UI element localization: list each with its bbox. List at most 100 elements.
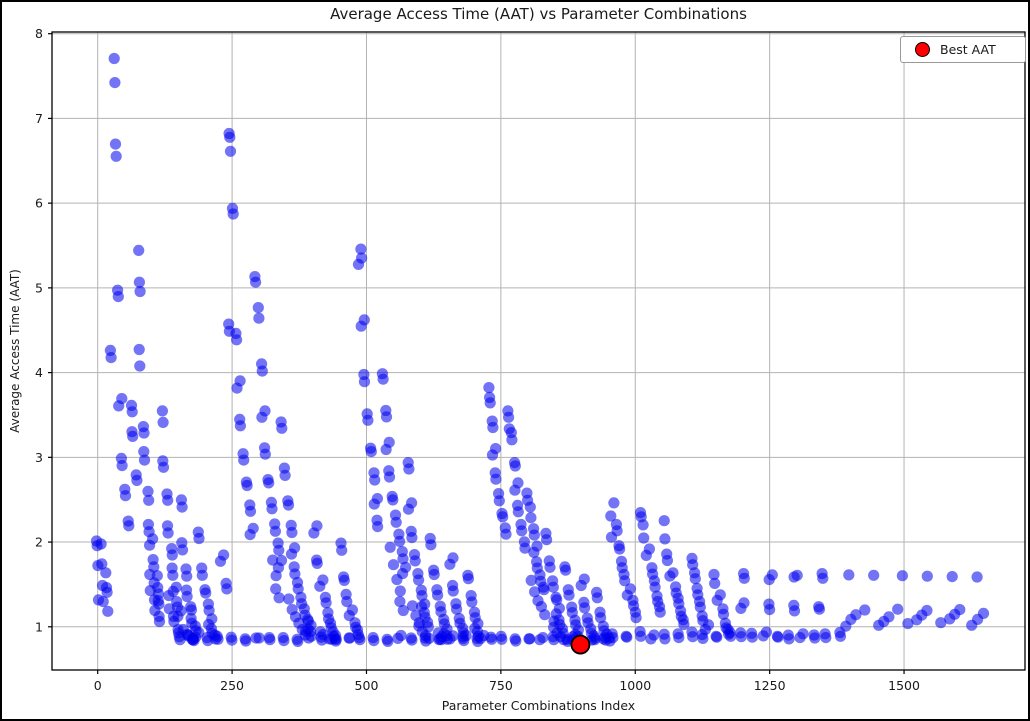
data-point bbox=[226, 634, 238, 646]
data-point bbox=[162, 527, 174, 539]
data-point bbox=[794, 632, 806, 644]
data-point bbox=[276, 422, 288, 434]
data-point bbox=[263, 477, 275, 489]
data-point bbox=[166, 549, 178, 561]
data-point bbox=[563, 589, 575, 601]
x-tick-label: 250 bbox=[220, 678, 244, 693]
data-point bbox=[308, 527, 320, 539]
data-point bbox=[757, 630, 769, 642]
data-point bbox=[148, 561, 160, 573]
data-point bbox=[746, 631, 758, 643]
data-point bbox=[935, 617, 947, 629]
data-point bbox=[227, 208, 239, 220]
data-point bbox=[101, 586, 113, 598]
x-tick-label: 1250 bbox=[754, 678, 786, 693]
data-point bbox=[711, 594, 723, 606]
data-point bbox=[524, 501, 536, 513]
data-point bbox=[735, 631, 747, 643]
data-point bbox=[269, 525, 281, 537]
data-point bbox=[783, 633, 795, 645]
data-point bbox=[524, 633, 536, 645]
data-point bbox=[738, 572, 750, 584]
data-point bbox=[425, 539, 437, 551]
best-aat-legend-marker-icon bbox=[915, 42, 930, 57]
data-point bbox=[621, 631, 633, 643]
data-point bbox=[105, 352, 117, 364]
data-point bbox=[384, 541, 396, 553]
data-point bbox=[203, 604, 215, 617]
data-point bbox=[355, 320, 367, 332]
data-point bbox=[188, 635, 200, 647]
data-point bbox=[244, 505, 257, 517]
data-point bbox=[788, 571, 800, 583]
y-axis-label: Average Access Time (AAT) bbox=[8, 269, 22, 433]
data-point bbox=[305, 630, 317, 642]
data-point bbox=[608, 497, 620, 509]
data-point bbox=[403, 463, 415, 475]
data-point bbox=[640, 549, 652, 562]
data-point bbox=[133, 244, 145, 256]
data-point bbox=[528, 529, 540, 541]
data-point bbox=[432, 589, 444, 601]
data-point bbox=[525, 512, 537, 524]
data-point bbox=[256, 411, 268, 423]
data-point bbox=[428, 568, 440, 581]
data-point bbox=[637, 519, 649, 531]
data-point bbox=[661, 554, 674, 567]
data-point bbox=[100, 567, 112, 579]
data-point bbox=[224, 145, 237, 157]
data-point bbox=[510, 635, 522, 647]
data-point bbox=[472, 635, 484, 648]
data-point bbox=[444, 558, 456, 570]
data-point bbox=[486, 449, 499, 461]
data-point bbox=[394, 596, 406, 608]
data-point bbox=[654, 606, 666, 618]
best-aat-point bbox=[570, 634, 591, 655]
data-point bbox=[241, 479, 253, 492]
data-point bbox=[763, 574, 775, 586]
data-point bbox=[153, 598, 165, 610]
data-point bbox=[264, 634, 276, 646]
data-point bbox=[809, 632, 821, 644]
data-point bbox=[278, 635, 290, 647]
data-point bbox=[142, 485, 154, 497]
data-point bbox=[509, 484, 521, 496]
data-point bbox=[591, 592, 603, 604]
data-point bbox=[402, 503, 415, 515]
data-point bbox=[252, 302, 264, 314]
data-point bbox=[285, 548, 298, 560]
data-point bbox=[516, 525, 528, 537]
data-point bbox=[221, 583, 233, 595]
data-point bbox=[134, 285, 146, 298]
data-point bbox=[109, 77, 121, 89]
data-point bbox=[193, 532, 205, 545]
data-point bbox=[614, 543, 626, 555]
data-point bbox=[509, 460, 521, 472]
data-point bbox=[541, 534, 553, 546]
data-point bbox=[813, 603, 826, 615]
data-point bbox=[380, 443, 392, 456]
data-point bbox=[735, 602, 747, 615]
data-point bbox=[282, 499, 295, 511]
data-point bbox=[174, 634, 186, 646]
data-point bbox=[772, 631, 784, 643]
data-point bbox=[336, 544, 348, 556]
data-point bbox=[138, 454, 151, 466]
data-point bbox=[109, 138, 122, 150]
data-point bbox=[409, 555, 421, 567]
data-point bbox=[156, 405, 168, 417]
data-point bbox=[497, 511, 509, 523]
data-point bbox=[673, 632, 685, 644]
y-tick-label: 1 bbox=[35, 619, 43, 634]
data-point bbox=[382, 635, 394, 648]
data-point bbox=[595, 612, 607, 624]
data-point bbox=[138, 427, 150, 439]
data-point bbox=[519, 542, 531, 554]
data-point bbox=[119, 490, 132, 502]
data-point bbox=[850, 609, 862, 621]
data-point bbox=[97, 596, 109, 608]
data-point bbox=[434, 633, 446, 645]
data-point bbox=[394, 535, 406, 548]
data-point bbox=[372, 521, 384, 533]
